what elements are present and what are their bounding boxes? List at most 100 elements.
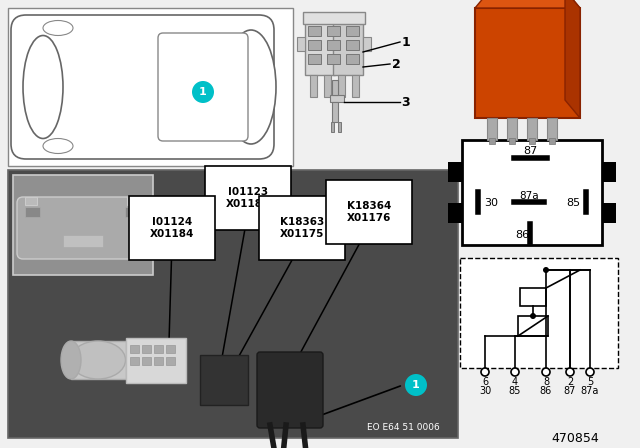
- Bar: [142, 345, 151, 353]
- Circle shape: [481, 368, 489, 376]
- Text: 2: 2: [567, 377, 573, 387]
- Bar: [8, 8, 293, 166]
- Text: 3: 3: [402, 95, 410, 108]
- Text: 4: 4: [512, 377, 518, 387]
- Bar: [310, 75, 317, 97]
- Bar: [509, 138, 515, 144]
- Text: 6: 6: [482, 377, 488, 387]
- Text: 30: 30: [484, 198, 498, 208]
- Circle shape: [586, 368, 594, 376]
- Circle shape: [192, 81, 214, 103]
- Bar: [333, 20, 363, 75]
- Bar: [305, 20, 335, 75]
- Bar: [308, 54, 321, 64]
- Bar: [529, 138, 535, 144]
- Bar: [297, 37, 305, 51]
- FancyBboxPatch shape: [257, 352, 323, 428]
- Bar: [25, 197, 37, 205]
- Bar: [332, 80, 338, 95]
- Bar: [489, 138, 495, 144]
- Text: K18363
X01175: K18363 X01175: [280, 217, 324, 239]
- Bar: [142, 357, 151, 365]
- Bar: [549, 138, 555, 144]
- Bar: [518, 316, 548, 336]
- FancyBboxPatch shape: [158, 33, 248, 141]
- Bar: [346, 26, 359, 36]
- Text: 85: 85: [509, 386, 521, 396]
- Bar: [130, 345, 139, 353]
- Bar: [13, 175, 153, 275]
- Bar: [63, 235, 103, 247]
- Text: 1: 1: [412, 380, 420, 390]
- Ellipse shape: [23, 35, 63, 138]
- Ellipse shape: [70, 341, 125, 379]
- Bar: [130, 357, 139, 365]
- Text: 2: 2: [392, 57, 401, 70]
- Bar: [602, 162, 616, 182]
- Bar: [327, 40, 340, 50]
- Bar: [487, 118, 497, 140]
- Text: 87: 87: [523, 146, 537, 156]
- Text: EO E64 51 0006: EO E64 51 0006: [367, 423, 440, 432]
- Bar: [166, 357, 175, 365]
- Bar: [352, 75, 359, 97]
- Text: 1: 1: [199, 87, 207, 97]
- Circle shape: [543, 267, 549, 273]
- Bar: [71, 341, 126, 379]
- Text: 87: 87: [564, 386, 576, 396]
- Text: 30: 30: [479, 386, 491, 396]
- FancyBboxPatch shape: [17, 197, 147, 259]
- Bar: [327, 54, 340, 64]
- Bar: [330, 95, 344, 102]
- Text: K18364
X01176: K18364 X01176: [347, 201, 391, 223]
- Bar: [460, 258, 618, 368]
- Text: I01124
X01184: I01124 X01184: [150, 217, 194, 239]
- Bar: [166, 345, 175, 353]
- Bar: [507, 118, 517, 140]
- Ellipse shape: [43, 21, 73, 35]
- Text: I01123
X01185: I01123 X01185: [226, 187, 270, 209]
- Text: 5: 5: [587, 377, 593, 387]
- Bar: [308, 26, 321, 36]
- Bar: [8, 170, 458, 438]
- Circle shape: [405, 374, 427, 396]
- Text: 8: 8: [543, 377, 549, 387]
- Bar: [346, 40, 359, 50]
- Polygon shape: [475, 0, 580, 8]
- Bar: [448, 203, 462, 223]
- Bar: [324, 75, 331, 97]
- Bar: [308, 40, 321, 50]
- Text: 1: 1: [402, 35, 410, 48]
- Bar: [154, 357, 163, 365]
- Bar: [331, 122, 334, 132]
- Bar: [527, 118, 537, 140]
- Bar: [154, 345, 163, 353]
- Text: 87a: 87a: [581, 386, 599, 396]
- Text: 87a: 87a: [519, 191, 539, 201]
- Bar: [200, 355, 248, 405]
- Circle shape: [566, 368, 574, 376]
- Text: 86: 86: [540, 386, 552, 396]
- Ellipse shape: [226, 30, 276, 144]
- Circle shape: [530, 313, 536, 319]
- Circle shape: [542, 368, 550, 376]
- Bar: [346, 54, 359, 64]
- Polygon shape: [565, 0, 580, 118]
- Bar: [602, 203, 616, 223]
- Bar: [547, 118, 557, 140]
- Bar: [126, 338, 186, 383]
- Bar: [520, 288, 546, 306]
- Bar: [448, 162, 462, 182]
- Text: 470854: 470854: [551, 431, 599, 444]
- Bar: [332, 102, 338, 122]
- Text: 85: 85: [566, 198, 580, 208]
- Bar: [127, 197, 139, 205]
- Bar: [338, 75, 345, 97]
- Ellipse shape: [43, 138, 73, 154]
- Ellipse shape: [61, 341, 81, 379]
- Bar: [475, 8, 580, 118]
- Bar: [303, 12, 365, 24]
- Bar: [462, 140, 602, 245]
- FancyBboxPatch shape: [11, 15, 274, 159]
- Bar: [327, 26, 340, 36]
